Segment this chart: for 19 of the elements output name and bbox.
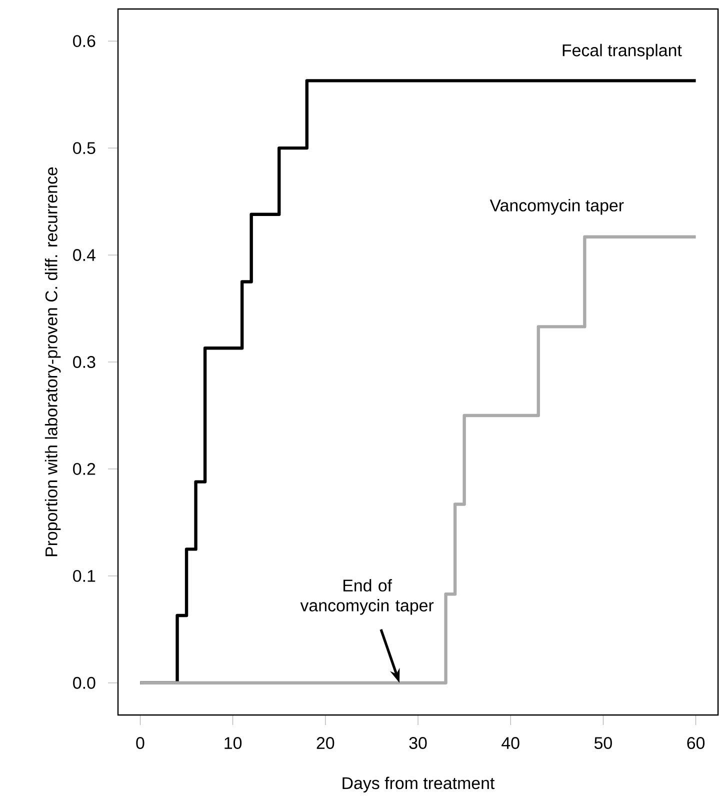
- x-tick-label: 30: [409, 737, 427, 750]
- y-tick-label: 0.3: [73, 356, 96, 368]
- x-tick-label: 10: [224, 737, 242, 750]
- y-axis-title: Proportion with laboratory-proven C. diff. recurrence: [44, 167, 61, 556]
- x-tick-label: 50: [594, 737, 612, 750]
- series-label: Vancomycin taper: [490, 198, 624, 215]
- y-tick-label: 0.0: [73, 676, 96, 689]
- annotation: End of vancomycin taper: [300, 579, 434, 615]
- x-tick-label: 60: [687, 737, 705, 750]
- x-tick-label: 40: [502, 737, 520, 750]
- x-tick-label: 20: [316, 737, 334, 750]
- y-tick-label: 0.4: [73, 249, 96, 262]
- y-tick-label: 0.1: [73, 570, 96, 582]
- series-label: Fecal transplant: [562, 44, 682, 60]
- y-tick-label: 0.5: [73, 142, 96, 154]
- y-tick-label: 0.6: [73, 35, 96, 48]
- x-axis-title: Days from treatment: [342, 776, 495, 792]
- x-tick-label: 0: [136, 737, 144, 750]
- y-tick-label: 0.2: [73, 462, 96, 475]
